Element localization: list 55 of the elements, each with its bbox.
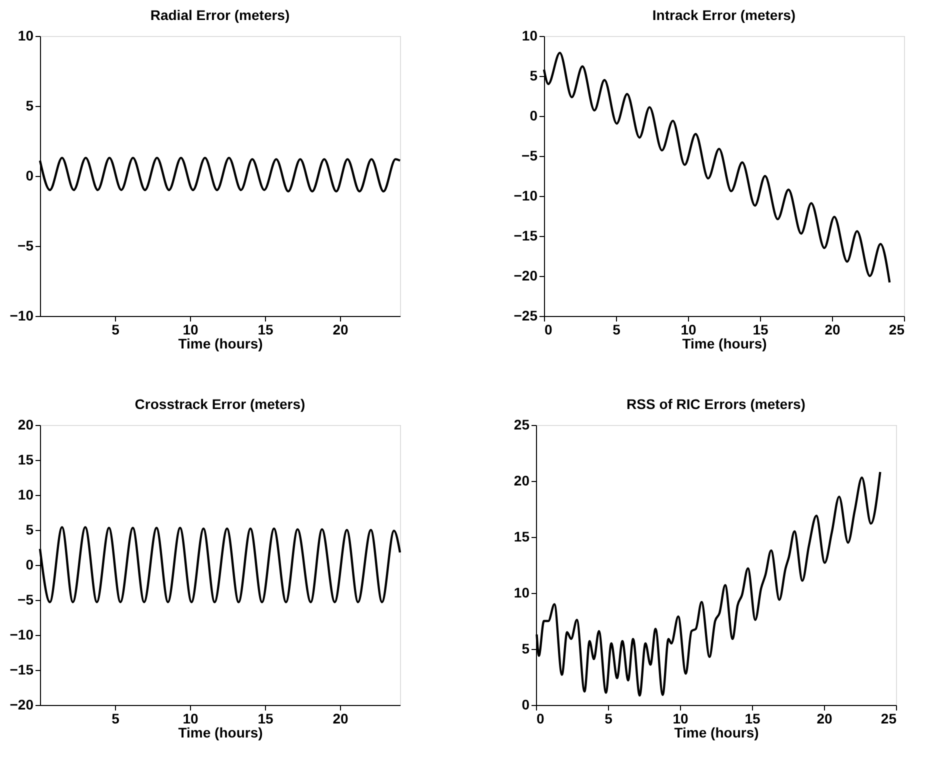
chart-title: Radial Error (meters) xyxy=(150,7,290,23)
y-tick-label: 15 xyxy=(18,452,34,468)
y-tick-label: −5 xyxy=(522,148,538,164)
y-tick-label: 25 xyxy=(514,416,530,432)
x-axis-title: Time (hours) xyxy=(674,724,759,740)
x-tick-label: 5 xyxy=(112,322,120,338)
y-tick-label: −20 xyxy=(514,268,538,284)
y-tick-label: −25 xyxy=(514,308,538,324)
y-tick-label: 5 xyxy=(26,522,34,538)
x-tick-label: 5 xyxy=(112,710,120,726)
x-tick-label: 15 xyxy=(258,322,274,338)
y-tick-label: 5 xyxy=(522,640,530,656)
x-axis-title: Time (hours) xyxy=(178,336,263,352)
y-tick-label: 5 xyxy=(26,98,34,114)
y-tick-label: 10 xyxy=(514,584,530,600)
x-tick-label: 15 xyxy=(258,710,274,726)
y-tick-label: −15 xyxy=(514,228,538,244)
y-tick-label: −10 xyxy=(514,188,538,204)
x-tick-label: 5 xyxy=(612,322,621,338)
x-tick-label: 10 xyxy=(182,322,198,338)
y-tick-label: 15 xyxy=(514,528,530,544)
x-tick-label: 20 xyxy=(332,710,348,726)
x-tick-label: 15 xyxy=(752,322,768,338)
y-tick-label: 20 xyxy=(514,472,530,488)
y-tick-label: 10 xyxy=(18,28,34,44)
x-tick-label: 0 xyxy=(544,322,552,338)
y-tick-label: −15 xyxy=(10,662,34,678)
x-tick-label: 10 xyxy=(182,710,198,726)
y-tick-label: 0 xyxy=(26,168,34,184)
x-tick-label: 20 xyxy=(816,710,832,726)
y-tick-label: 20 xyxy=(18,416,34,432)
y-tick-label: 0 xyxy=(26,556,34,572)
x-tick-label: 20 xyxy=(824,322,840,338)
x-tick-label: 5 xyxy=(604,710,613,726)
x-axis-title: Time (hours) xyxy=(682,336,767,352)
y-tick-label: 10 xyxy=(522,28,538,44)
y-tick-label: −5 xyxy=(18,238,34,254)
y-tick-label: −20 xyxy=(10,696,34,712)
chart-title: Crosstrack Error (meters) xyxy=(134,396,306,412)
chart-title: RSS of RIC Errors (meters) xyxy=(626,396,806,412)
y-tick-label: 0 xyxy=(522,696,530,712)
x-axis-title: Time (hours) xyxy=(178,724,263,740)
x-tick-label: 10 xyxy=(672,710,688,726)
x-tick-label: 25 xyxy=(888,322,905,338)
x-tick-label: 15 xyxy=(744,710,760,726)
chart-title: Intrack Error (meters) xyxy=(652,7,796,23)
x-tick-label: 20 xyxy=(332,322,348,338)
y-tick-label: −10 xyxy=(10,308,34,324)
x-tick-label: 25 xyxy=(880,710,897,726)
y-tick-label: −10 xyxy=(10,626,34,642)
x-tick-label: 10 xyxy=(680,322,696,338)
y-tick-label: 5 xyxy=(530,68,538,84)
y-tick-label: −5 xyxy=(18,592,34,608)
y-tick-label: 10 xyxy=(18,486,34,502)
y-tick-label: 0 xyxy=(530,108,538,124)
